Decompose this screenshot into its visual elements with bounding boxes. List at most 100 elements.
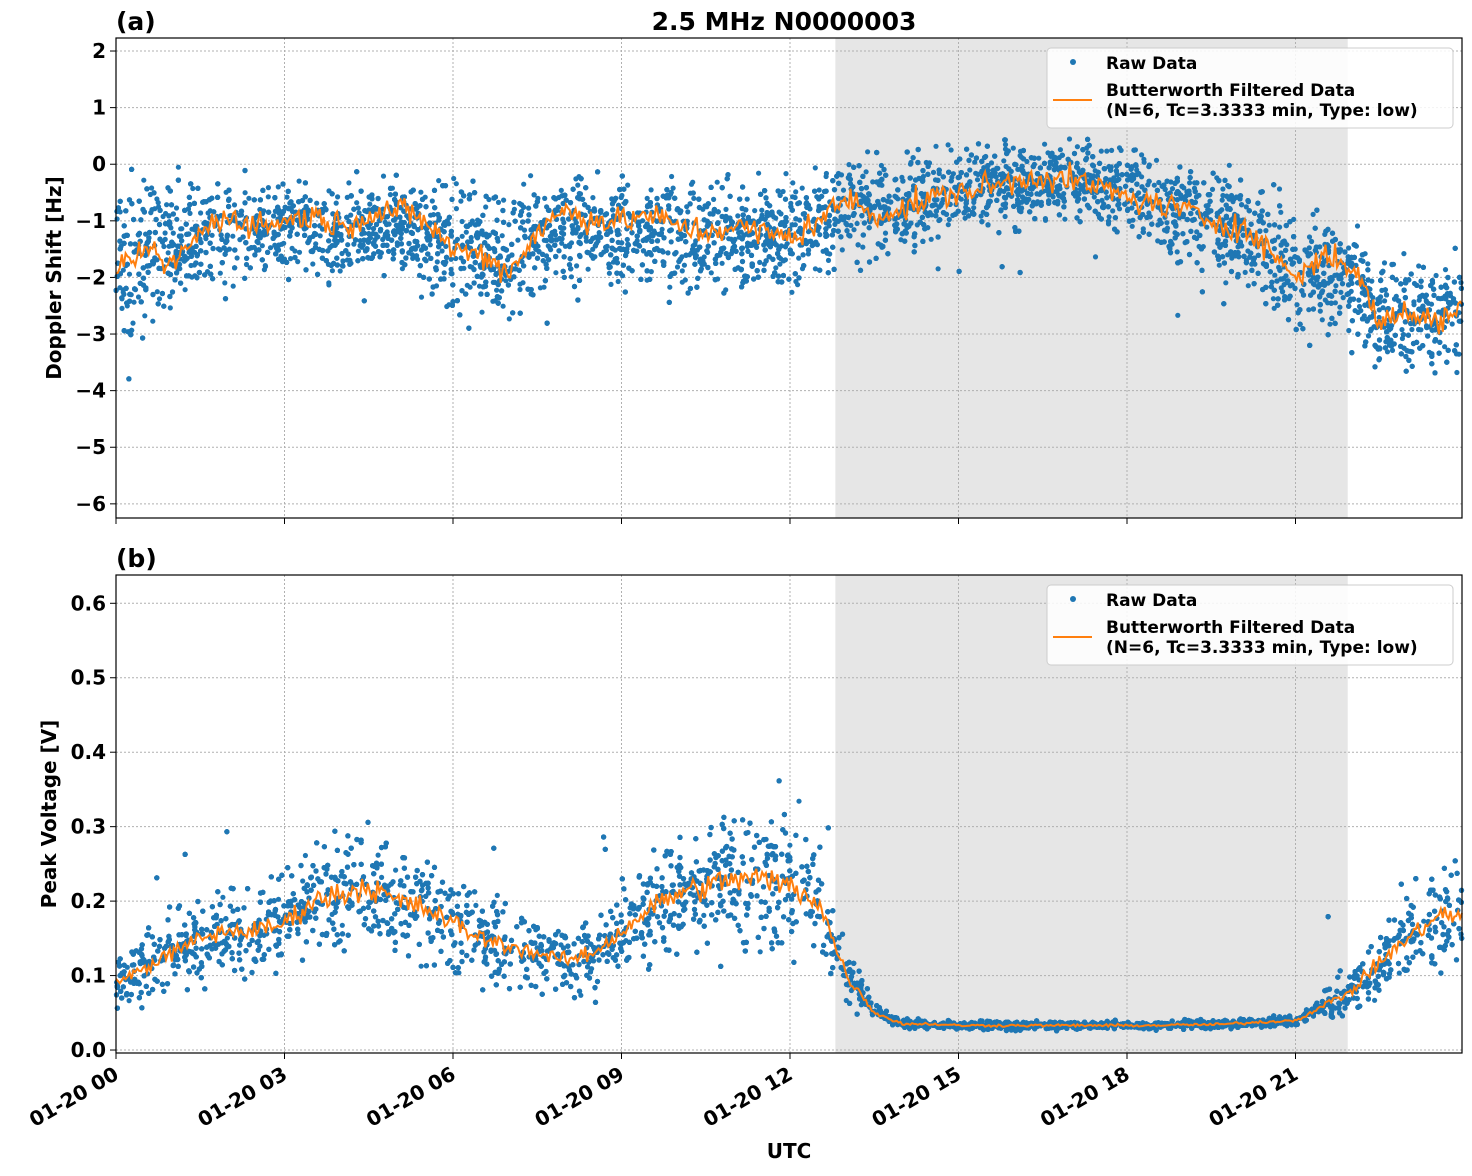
raw-data-point	[330, 268, 335, 273]
raw-data-point	[883, 231, 888, 236]
raw-data-point	[483, 204, 488, 209]
raw-data-point	[1093, 254, 1098, 259]
raw-data-point	[1263, 228, 1268, 233]
raw-data-point	[454, 206, 459, 211]
raw-data-point	[297, 250, 302, 255]
raw-data-point	[608, 282, 613, 287]
raw-data-point	[1141, 157, 1146, 162]
raw-data-point	[793, 189, 798, 194]
raw-data-point	[645, 196, 650, 201]
raw-data-point	[515, 238, 520, 243]
raw-data-point	[383, 231, 388, 236]
y-tick-label: −6	[75, 492, 106, 516]
raw-data-point	[757, 260, 762, 265]
raw-data-point	[136, 294, 141, 299]
raw-data-point	[1272, 273, 1277, 278]
raw-data-point	[824, 171, 829, 176]
raw-data-point	[1341, 295, 1346, 300]
raw-data-point	[933, 144, 938, 149]
raw-data-point	[164, 202, 169, 207]
raw-data-point	[460, 219, 465, 224]
raw-data-point	[1318, 309, 1323, 314]
raw-data-point	[1210, 187, 1215, 192]
raw-data-point	[131, 300, 136, 305]
raw-data-point	[449, 267, 454, 272]
raw-data-point	[246, 196, 251, 201]
raw-data-point	[183, 287, 188, 292]
raw-data-point	[496, 200, 501, 205]
raw-data-point	[951, 171, 956, 176]
raw-data-point	[1346, 328, 1351, 333]
raw-data-point	[1104, 149, 1109, 154]
raw-data-point	[501, 198, 506, 203]
raw-data-point	[947, 217, 952, 222]
raw-data-point	[479, 310, 484, 315]
y-tick-label: 0	[92, 152, 106, 176]
raw-data-point	[800, 186, 805, 191]
raw-data-point	[297, 179, 302, 184]
raw-data-point	[979, 214, 984, 219]
raw-data-point	[494, 288, 499, 293]
raw-data-point	[796, 256, 801, 261]
raw-data-point	[206, 210, 211, 215]
raw-data-point	[152, 206, 157, 211]
raw-data-point	[669, 239, 674, 244]
raw-data-point	[149, 185, 154, 190]
raw-data-point	[934, 197, 939, 202]
raw-data-point	[440, 248, 445, 253]
raw-data-point	[1067, 136, 1072, 141]
raw-data-point	[119, 306, 124, 311]
raw-data-point	[356, 205, 361, 210]
raw-data-point	[198, 210, 203, 215]
raw-data-point	[790, 180, 795, 185]
raw-data-point	[1278, 210, 1283, 215]
raw-data-point	[1294, 302, 1299, 307]
raw-data-point	[528, 173, 533, 178]
raw-data-point	[1443, 267, 1448, 272]
raw-data-point	[526, 206, 531, 211]
raw-data-point	[1401, 251, 1406, 256]
raw-data-point	[520, 280, 525, 285]
raw-data-point	[198, 262, 203, 267]
raw-data-point	[521, 182, 526, 187]
panel-b-label: (b)	[116, 544, 157, 573]
raw-data-point	[356, 249, 361, 254]
raw-data-point	[715, 180, 720, 185]
raw-data-point	[501, 304, 506, 309]
raw-data-point	[675, 264, 680, 269]
raw-data-point	[460, 234, 465, 239]
y-tick-label: −2	[75, 265, 106, 289]
raw-data-point	[335, 194, 340, 199]
raw-data-point	[458, 199, 463, 204]
raw-data-point	[168, 305, 173, 310]
raw-data-point	[759, 208, 764, 213]
raw-data-point	[338, 268, 343, 273]
raw-data-point	[1036, 156, 1041, 161]
raw-data-point	[577, 253, 582, 258]
raw-data-point	[218, 271, 223, 276]
raw-data-point	[1267, 223, 1272, 228]
raw-data-point	[1382, 260, 1387, 265]
raw-data-point	[607, 271, 612, 276]
raw-data-point	[155, 289, 160, 294]
raw-data-point	[1271, 296, 1276, 301]
raw-data-point	[590, 195, 595, 200]
raw-data-point	[574, 263, 579, 268]
raw-data-point	[1170, 186, 1175, 191]
raw-data-point	[1042, 142, 1047, 147]
raw-data-point	[271, 213, 276, 218]
raw-data-point	[1320, 317, 1325, 322]
y-tick-label: 1	[92, 96, 106, 120]
raw-data-point	[669, 174, 674, 179]
raw-data-point	[1424, 299, 1429, 304]
raw-data-point	[689, 182, 694, 187]
raw-data-point	[326, 282, 331, 287]
raw-data-point	[1458, 280, 1463, 285]
raw-data-point	[334, 201, 339, 206]
raw-data-point	[1357, 304, 1362, 309]
raw-data-point	[454, 181, 459, 186]
raw-data-point	[495, 255, 500, 260]
raw-data-point	[188, 263, 193, 268]
